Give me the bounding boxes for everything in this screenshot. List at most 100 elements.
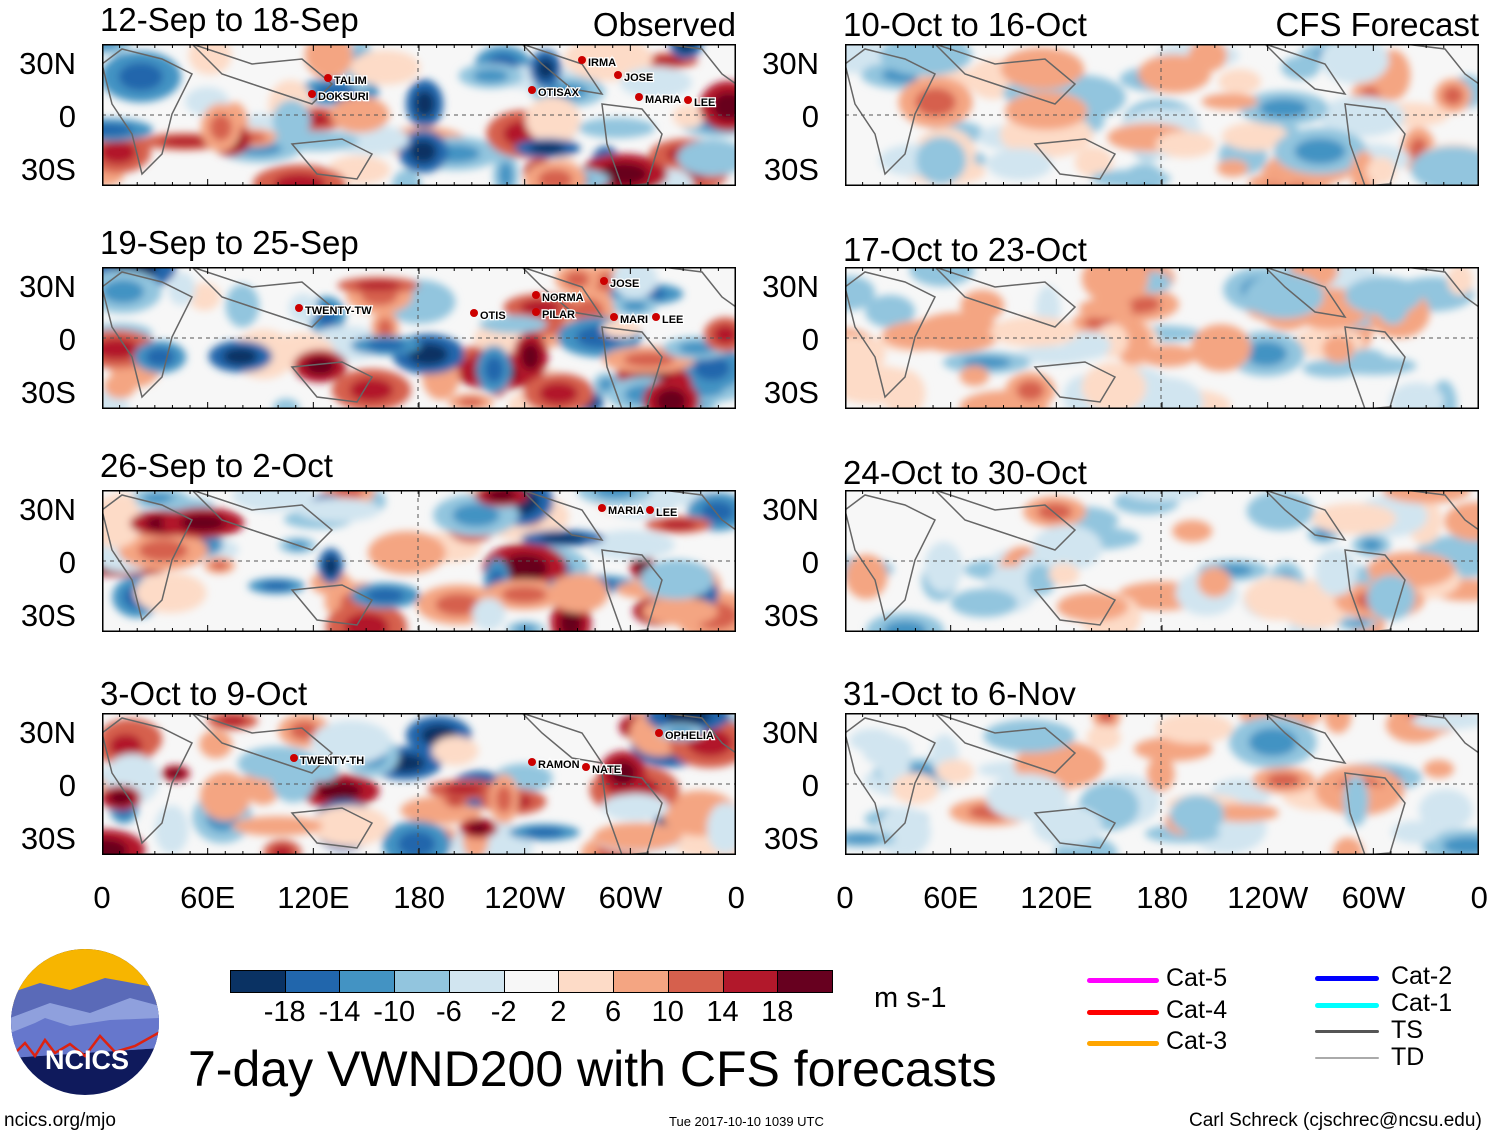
coastline	[1404, 44, 1479, 85]
wind-anomaly-core	[102, 838, 128, 855]
wind-anomaly-contour	[1319, 44, 1390, 84]
colorbar-tick-label: -14	[318, 996, 361, 1028]
colorbar-tick-label: -18	[263, 996, 306, 1028]
hurricane-icon	[614, 71, 622, 79]
wind-anomaly-contour	[578, 117, 656, 139]
wind-anomaly-core	[102, 140, 137, 164]
wind-anomaly-contour	[849, 728, 896, 752]
wind-anomaly-core	[547, 82, 589, 101]
wind-anomaly-contour	[1137, 54, 1211, 94]
wind-anomaly-contour	[909, 267, 975, 287]
wind-anomaly-contour	[845, 275, 876, 311]
storm-label: OTISAX	[538, 87, 580, 99]
wind-anomaly-contour	[392, 169, 422, 186]
storm-label: OPHELIA	[665, 730, 714, 742]
wind-anomaly-core	[458, 397, 484, 407]
wind-anomaly-contour	[1311, 503, 1397, 535]
coastline	[845, 717, 937, 845]
lon-label: 60W	[598, 880, 663, 915]
wind-anomaly-contour	[1074, 146, 1114, 178]
coastline	[1344, 103, 1406, 186]
storm-label: JOSE	[624, 72, 653, 84]
coastline	[1344, 549, 1406, 632]
wind-anomaly-contour	[986, 148, 1053, 181]
wind-anomaly-core	[323, 556, 338, 577]
legend-swatch	[1315, 1030, 1379, 1033]
wind-anomaly-contour	[154, 805, 189, 854]
wind-anomaly-contour	[1391, 820, 1440, 844]
wind-anomaly-contour	[1366, 574, 1416, 621]
storm-label: TWENTY-TW	[305, 305, 372, 317]
wind-anomaly-contour	[1004, 91, 1088, 130]
wind-anomaly-contour	[330, 124, 410, 155]
lat-label: 0	[58, 322, 76, 357]
lat-label: 0	[801, 99, 819, 134]
colorbar-swatch	[613, 970, 669, 993]
coastline	[1404, 490, 1479, 531]
colorbar-tick-label: 18	[761, 996, 794, 1028]
wind-anomaly-core	[519, 299, 561, 316]
wind-anomaly-core	[273, 173, 326, 186]
wind-anomaly-contour	[548, 573, 609, 613]
colorbar-swatch	[339, 970, 396, 993]
lon-label: 180	[1136, 880, 1188, 915]
legend-swatch	[1315, 1003, 1379, 1008]
wind-anomaly-core	[271, 845, 293, 855]
wind-anomaly-contour	[1444, 502, 1479, 542]
wind-anomaly-contour	[272, 99, 311, 142]
wind-anomaly-core	[142, 492, 176, 504]
wind-anomaly-core	[102, 44, 120, 51]
wind-anomaly-core	[622, 300, 648, 312]
colorbar-swatch	[448, 970, 505, 993]
wind-anomaly-contour	[1324, 713, 1352, 734]
wind-anomaly-core	[539, 533, 586, 543]
wind-anomaly-core	[515, 624, 537, 632]
wind-anomaly-core	[1016, 380, 1045, 401]
observed-map-panel: MARIA LEE	[102, 490, 736, 632]
coastline	[661, 267, 736, 308]
storm-label: MARIA	[645, 94, 681, 106]
coastline	[661, 44, 736, 85]
wind-anomaly-contour	[1221, 122, 1289, 151]
wind-anomaly-contour	[1418, 789, 1473, 831]
hurricane-icon	[600, 277, 608, 285]
lon-label: 60W	[1341, 880, 1406, 915]
wind-anomaly-contour	[950, 588, 1018, 618]
wind-anomaly-contour	[1155, 713, 1234, 744]
wind-anomaly-contour	[619, 66, 692, 99]
wind-anomaly-contour	[1218, 69, 1261, 94]
lat-label: 30S	[763, 152, 819, 187]
wind-anomaly-core	[315, 83, 361, 100]
lat-label: 30S	[20, 821, 76, 856]
wind-anomaly-contour	[882, 320, 961, 350]
wind-anomaly-contour	[1366, 157, 1397, 185]
wind-anomaly-contour	[1140, 344, 1197, 367]
panel-title: 19-Sep to 25-Sep	[100, 224, 359, 261]
hurricane-icon	[646, 506, 654, 514]
wind-anomaly-core	[138, 539, 188, 562]
legend-swatch	[1087, 978, 1159, 983]
hurricane-icon	[652, 313, 660, 321]
colorbar-swatch	[284, 970, 341, 993]
coastline	[521, 713, 604, 765]
colorbar-swatch	[777, 970, 833, 993]
coastline	[191, 490, 334, 551]
wind-anomaly-contour	[845, 554, 888, 600]
footer-author: Carl Schreck (cjschrec@ncsu.edu)	[1189, 1110, 1482, 1131]
lat-label: 0	[58, 545, 76, 580]
lon-label: 0	[727, 880, 745, 915]
wind-anomaly-contour	[199, 729, 233, 759]
wind-anomaly-core	[1248, 727, 1297, 757]
wind-anomaly-contour	[232, 816, 323, 836]
lat-label: 0	[801, 768, 819, 803]
hurricane-icon	[610, 313, 618, 321]
lat-label: 0	[801, 545, 819, 580]
wind-anomaly-contour	[1410, 146, 1479, 186]
wind-anomaly-contour	[1197, 567, 1232, 598]
wind-anomaly-contour	[200, 771, 251, 821]
panel-title: 10-Oct to 16-Oct	[843, 6, 1087, 43]
wind-anomaly-contour	[677, 139, 736, 177]
coastline	[1404, 713, 1479, 754]
colorbar-tick-label: 14	[706, 996, 739, 1028]
